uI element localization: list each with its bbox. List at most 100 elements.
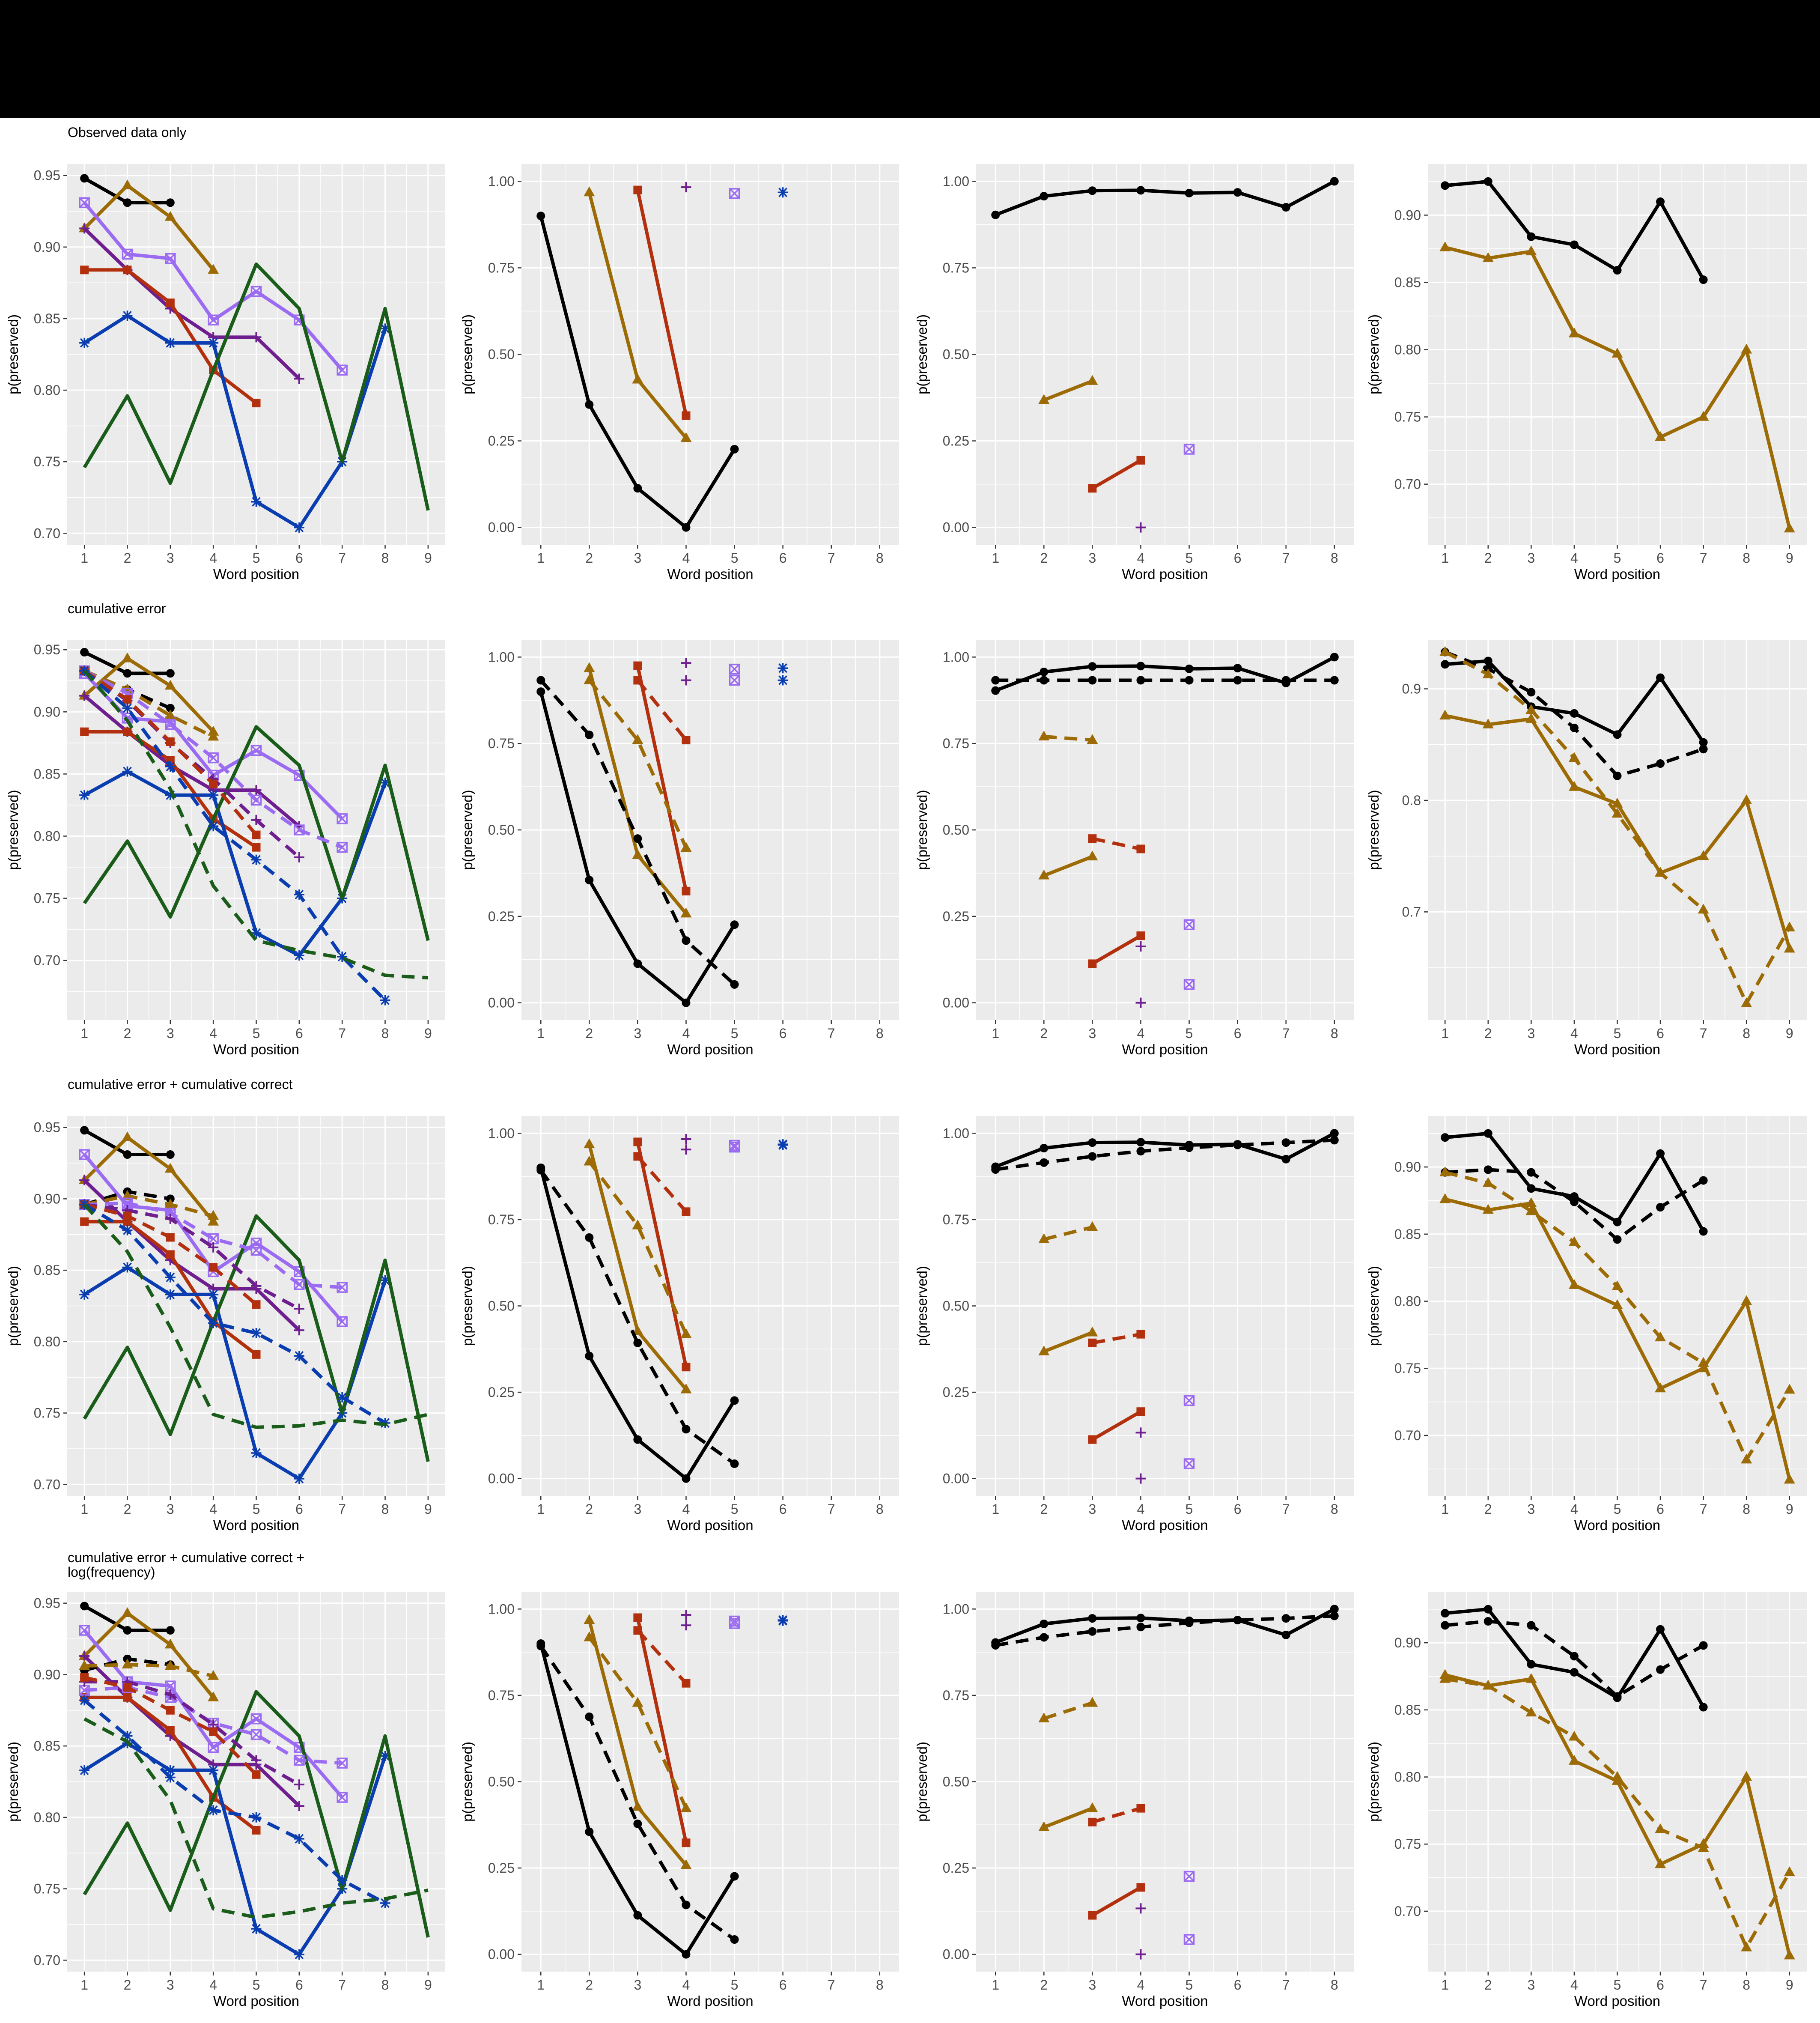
panel-r3-c1-ytick-label-0-80: 0.80 (34, 1334, 60, 1349)
panel-r1-c4-series-2-gold-solid-point-x9 (1784, 522, 1795, 533)
panel-r1-c3: 1 2 3 4 5 6 7 8 0.00 0.25 0.50 0.75 1.00 Word positio… (914, 164, 1354, 582)
panel-r2-c4-series-1-black-solid-point-x6 (1656, 673, 1665, 682)
panel-r3-c4-ytick-label-0-75: 0.75 (1394, 1361, 1421, 1376)
panel-r1-c3-ylabel: p(preserved) (914, 314, 930, 394)
panel-r3-c1-series-13-blue-dashed-point-x2 (122, 1225, 133, 1235)
panel-r3-c3-series-1-black-solid-point-x3 (1088, 1138, 1097, 1147)
panel-r3-c4-xtick-label-7: 7 (1700, 1501, 1707, 1517)
panel-r2-c3-series-6-black-dashed-point-x4 (1136, 676, 1145, 685)
panel-r2-c3-series-3-red-solid-point-x3 (1088, 959, 1097, 968)
panel-r1-c2-xtick-label-3: 3 (634, 550, 641, 566)
panel-r3-c3-series-3-red-solid-point-x4 (1136, 1407, 1145, 1416)
panel-r3-c2-series-7-black-dashed (536, 1166, 739, 1468)
panel-r4-c2-series-8-gold-dashed (584, 1631, 692, 1812)
panel-r1-c1-series-1-black-solid (80, 174, 175, 207)
panel-r3-c2-series-7-black-dashed-point-x2 (585, 1233, 594, 1242)
panel-r2-c2-series-8-gold-dashed-line (588, 679, 688, 849)
panel-r3-c3-series-8-red-dashed-point-x4 (1136, 1330, 1145, 1339)
panel-r2-c3-series-10-lavender-dashed (1183, 979, 1195, 990)
panel-r4-c3-ylabel: p(preserved) (914, 1742, 930, 1822)
panel-r2-c3-series-1-black-solid-line (995, 655, 1335, 692)
panel-r3-c3-series-1-black-solid-point-x7 (1281, 1155, 1290, 1164)
panel-r3-c4-xlabel: Word position (1574, 1517, 1660, 1533)
panel-r3-c1-series-4-purple-solid-point-x1 (79, 1175, 90, 1186)
panel-r1-c2: 1 2 3 4 5 6 7 8 0.00 0.25 0.50 0.75 1.00 Word positio… (459, 164, 899, 582)
panel-r2-c1-series-6-blue-solid-point-x3 (165, 790, 176, 800)
panel-r4-c1-series-10-lavender-dashed-point-x6 (294, 1754, 305, 1766)
panel-r2-c3-xtick-label-1: 1 (992, 1026, 999, 1041)
panel-r3-c2-series-11-lavender-dashed-point-x5 (729, 1141, 740, 1153)
panel-r1-c2-ylabel: p(preserved) (459, 314, 475, 394)
panel-r2-c3-series-1-black-solid-point-x5 (1185, 664, 1194, 673)
panel-r2-c3-series-10-lavender-dashed-point-x5 (1183, 979, 1195, 990)
panel-r3-c2-series-12-blue-dashed-point-x6 (777, 1140, 788, 1150)
panel-r2-c3-series-9-purple-dashed (1135, 941, 1146, 952)
panel-r4-c2-series-9-red-dashed (633, 1626, 691, 1688)
panel-r4-c2-xtick-label-7: 7 (828, 1977, 835, 1993)
panel-r1-c4: 1 2 3 4 5 6 7 8 9 0.70 0.75 0.80 0.85 0.90 Word positi… (1366, 164, 1807, 582)
panel-r2-c4-series-2-gold-solid-point-x9 (1784, 943, 1795, 953)
panel-r4-c3-xtick-label-1: 1 (992, 1977, 999, 1993)
panel-r1-c3-xtick-label-1: 1 (992, 550, 999, 566)
panel-r4-c2-series-8-gold-dashed-point-x4 (680, 1802, 692, 1812)
panel-r1-c2-series-5-lavender-solid (729, 188, 740, 199)
panel-r1-c2-series-3-red-solid-line (636, 189, 688, 416)
panel-r2-c4-ytick-label-0-8: 0.8 (1402, 793, 1421, 808)
panel-r1-c2-series-6-blue-solid-point-x6 (777, 187, 788, 198)
panel-r1-c2-series-1-black-solid-point-x5 (730, 445, 739, 454)
panel-r3-c4-series-2-gold-solid-point-x5 (1611, 1299, 1623, 1309)
panel-r2-c1-series-3-lavender-solid-point-x5 (250, 745, 262, 756)
panel-r3-c1-series-13-blue-dashed-point-x4 (208, 1318, 219, 1328)
panel-r1-c1-series-1-black-solid-point-x1 (80, 174, 89, 183)
panel-r4-c4-series-4-gold-dashed-point-x7 (1698, 1842, 1709, 1852)
row-title-2: cumulative error (68, 601, 166, 616)
panel-r3-c1-series-7-green-solid (83, 1214, 430, 1462)
panel-r3-c2-xtick-label-8: 8 (876, 1501, 884, 1517)
panel-r1-c4-ytick-label-0-75: 0.75 (1394, 409, 1421, 425)
panel-r2-c2-series-2-gold-solid-point-x2 (584, 662, 595, 672)
panel-r2-c1-xtick-label-6: 6 (295, 1026, 303, 1041)
panel-r4-c4-series-3-black-dashed-point-x6 (1656, 1665, 1665, 1674)
panel-r3-c1-series-3-lavender-solid-point-x1 (79, 1149, 90, 1160)
panel-r1-c1-xtick-label-2: 2 (124, 550, 131, 566)
panel-r4-c3-series-6-black-dashed-point-x6 (1233, 1616, 1242, 1625)
panel-r3-c1-series-10-lavender-dashed-point-x6 (294, 1279, 305, 1290)
panel-r2-c1-ytick-label-0-90: 0.90 (34, 704, 60, 719)
panel-r4-c3: 1 2 3 4 5 6 7 8 0.00 0.25 0.50 0.75 1.00 Word positio… (914, 1592, 1354, 2009)
panel-r4-c3-series-1-black-solid-point-x4 (1136, 1614, 1145, 1623)
panel-r1-c2-series-1-black-solid-point-x3 (633, 484, 642, 493)
panel-r3-c1-xlabel: Word position (213, 1517, 299, 1533)
panel-r4-c1-series-7-green-solid (83, 1690, 430, 1938)
panel-r3-c4-series-4-gold-dashed-point-x3 (1525, 1205, 1537, 1215)
panel-r2-c3-xtick-label-5: 5 (1186, 1026, 1193, 1041)
panel-r3-c1-series-1-black-solid-point-x1 (80, 1126, 89, 1135)
panel-r3-c3-xtick-label-7: 7 (1282, 1501, 1290, 1517)
panel-r3-c2-series-3-red-solid-line (636, 1141, 688, 1368)
panel-r1-c3-series-2-gold-solid-point-x3 (1087, 375, 1098, 385)
panel-r3-c4-series-2-gold-solid-point-x8 (1741, 1295, 1752, 1305)
panel-r2-c3-ytick-label-0-75: 0.75 (943, 736, 969, 751)
panel-r4-c2-series-3-red-solid-point-x4 (682, 1838, 691, 1847)
panel-r4-c2-series-1-black-solid-point-x4 (682, 1950, 691, 1959)
panel-r3-c3-series-2-gold-solid-point-x2 (1038, 1345, 1050, 1355)
panel-r4-c1-series-6-blue-solid-point-x6 (294, 1949, 304, 1960)
panel-r4-c4-xtick-label-7: 7 (1700, 1977, 1707, 1993)
panel-r2-c1-series-5-red-solid-point-x1 (80, 727, 89, 736)
panel-r4-c4-series-4-gold-dashed-point-x6 (1655, 1823, 1666, 1833)
panel-r4-c3-series-6-black-dashed (991, 1611, 1339, 1650)
panel-r3-c1-series-13-blue-dashed-line (83, 1203, 386, 1425)
panel-r1-c1-series-6-blue-solid-line (83, 314, 387, 529)
panel-r3-c1-series-6-blue-solid-point-x1 (79, 1289, 90, 1300)
panel-r3-c1: 1 2 3 4 5 6 7 8 9 0.70 0.75 0.80 0.85 0.90 0.95 Word po… (5, 1116, 445, 1533)
panel-r4-c2-series-9-red-dashed-line (636, 1629, 688, 1685)
panel-r2-c1-series-13-blue-dashed-point-x2 (122, 703, 133, 713)
panel-r2-c1-series-1-black-solid-point-x2 (123, 669, 132, 678)
panel-r2-c3-series-1-black-solid-point-x8 (1330, 653, 1339, 662)
panel-r4-c4-series-4-gold-dashed-point-x8 (1741, 1941, 1752, 1951)
panel-r3-c2-series-1-black-solid-point-x3 (633, 1435, 642, 1444)
panel-r2-c1-xtick-label-3: 3 (167, 1026, 174, 1041)
panel-r2-c1-series-4-purple-solid-point-x5 (251, 785, 262, 796)
panel-r4-c3-series-3-red-solid-point-x3 (1088, 1911, 1097, 1920)
panel-r3-c1-series-2-gold-solid-point-x2 (122, 1131, 133, 1142)
panel-r4-c3-series-1-black-solid-point-x7 (1281, 1630, 1290, 1639)
